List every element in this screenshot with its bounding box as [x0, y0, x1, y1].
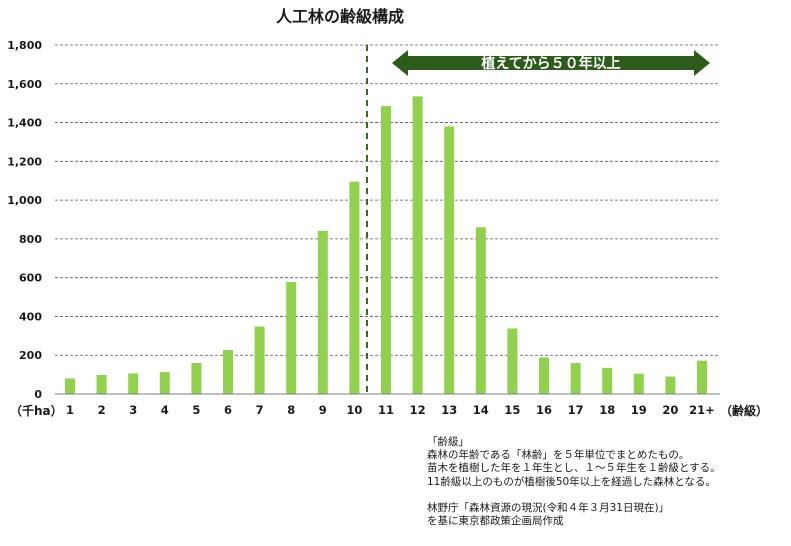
bar-8 — [286, 281, 297, 394]
bar-2 — [96, 374, 107, 394]
bar-13 — [444, 126, 455, 394]
bar-16 — [539, 357, 549, 394]
bar-19 — [633, 373, 644, 394]
bar-17 — [570, 362, 581, 394]
bar-11 — [381, 106, 391, 394]
fifty-year-arrow: 植えてから５０年以上 — [392, 50, 710, 76]
x-tick-label: 11 — [378, 403, 394, 417]
x-axis-ticks: 1 2 3 4 5 6 7 8 9 10 11 12 13 14 15 16 17 18 19 20 21+ — [66, 403, 715, 417]
x-tick-label: 16 — [536, 403, 552, 417]
x-tick-label: 15 — [504, 403, 520, 417]
bar-1 — [65, 378, 75, 394]
x-tick-label: 3 — [129, 403, 137, 417]
notes-heading: 「齢級」 — [427, 436, 469, 448]
x-tick-label: 21+ — [689, 403, 715, 417]
x-tick-label: 13 — [441, 403, 457, 417]
y-tick-label: 0 — [34, 388, 42, 401]
y-tick-label: 1,800 — [7, 39, 42, 52]
x-tick-label: 18 — [599, 403, 615, 417]
x-tick-label: 4 — [161, 403, 169, 417]
y-tick-label: 1,400 — [7, 117, 42, 130]
bar-15 — [507, 328, 518, 394]
x-tick-label: 1 — [66, 403, 74, 417]
bar-4 — [159, 372, 170, 394]
arrow-shape — [392, 50, 710, 76]
x-tick-label: 20 — [662, 403, 678, 417]
x-tick-label: 5 — [192, 403, 200, 417]
bar-10 — [349, 181, 360, 394]
bars — [65, 96, 707, 394]
x-unit-label: （齢級） — [720, 403, 768, 418]
bar-6 — [223, 349, 233, 394]
notes-line: 森林の年齢である「林齢」を５年単位でまとめたもの。 — [427, 449, 690, 462]
source-line: を基に東京都政策企画局作成 — [427, 515, 564, 528]
x-tick-label: 10 — [346, 403, 362, 417]
bar-21+ — [697, 360, 707, 394]
notes-line: 苗木を植樹した年を１年生とし、１～５年生を１齢級とする。 — [427, 462, 721, 475]
y-tick-label: 1,200 — [7, 155, 42, 168]
notes-line: 11齢級以上のものが植樹後50年以上を経過した森林となる。 — [427, 475, 716, 488]
y-unit-label: （千ha） — [10, 403, 63, 418]
y-tick-label: 400 — [19, 310, 42, 323]
bar-18 — [602, 367, 613, 394]
bar-14 — [475, 227, 486, 394]
age-class-chart: 人工林の齢級構成 0 200 400 600 800 1,000 1,200 1,400 1,6… — [7, 7, 768, 418]
arrow-label: 植えてから５０年以上 — [480, 55, 620, 72]
source-line: 林野庁「森林資源の現況(令和４年３月31日現在)」 — [427, 501, 670, 514]
x-tick-label: 8 — [287, 403, 295, 417]
y-tick-label: 600 — [19, 272, 42, 285]
y-tick-label: 1,600 — [7, 78, 42, 91]
bar-7 — [254, 326, 265, 394]
notes-block: 「齢級」 森林の年齢である「林齢」を５年単位でまとめたもの。 苗木を植樹した年を… — [427, 436, 721, 528]
x-tick-label: 12 — [410, 403, 426, 417]
bar-9 — [317, 230, 328, 394]
x-tick-label: 14 — [473, 403, 489, 417]
y-tick-label: 200 — [19, 349, 42, 362]
bar-20 — [665, 376, 676, 394]
y-axis-ticks: 0 200 400 600 800 1,000 1,200 1,400 1,600 1,800 — [7, 39, 42, 401]
x-tick-label: 7 — [256, 403, 264, 417]
bar-5 — [191, 362, 202, 394]
x-tick-label: 9 — [319, 403, 327, 417]
x-tick-label: 6 — [224, 403, 232, 417]
bar-12 — [412, 96, 423, 394]
x-tick-label: 2 — [98, 403, 106, 417]
chart-title: 人工林の齢級構成 — [276, 7, 404, 26]
y-tick-label: 800 — [19, 233, 42, 246]
y-tick-label: 1,000 — [7, 194, 42, 207]
bar-3 — [128, 373, 139, 394]
x-tick-label: 17 — [568, 403, 584, 417]
x-tick-label: 19 — [631, 403, 647, 417]
